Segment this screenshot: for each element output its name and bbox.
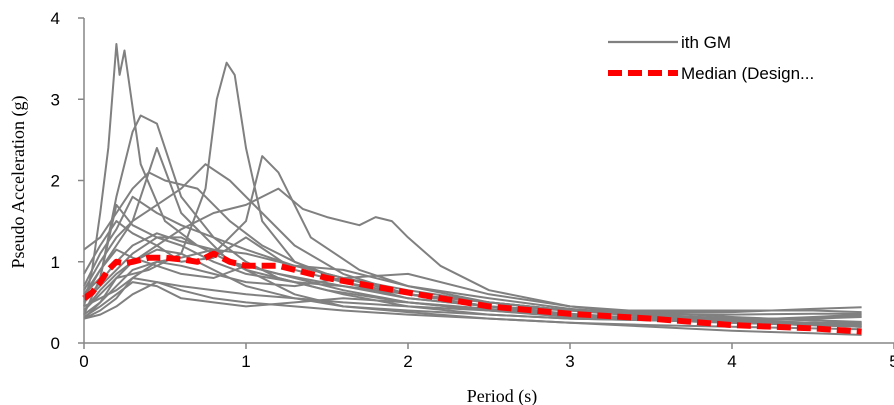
y-tick-label: 0 (51, 334, 60, 353)
gm-series-line (83, 232, 862, 320)
y-tick-label: 2 (51, 172, 60, 191)
gm-series-line (83, 260, 862, 323)
legend-label-median: Median (Design... (681, 64, 814, 83)
legend: ith GM Median (Design... (608, 33, 814, 83)
y-tick-label: 3 (51, 90, 60, 109)
x-tick-label: 4 (727, 352, 736, 371)
x-tick-label: 0 (79, 352, 88, 371)
gm-series-line (83, 43, 862, 322)
x-axis-label: Period (s) (467, 386, 538, 405)
tick-labels: 0 1 2 3 4 0 1 2 3 4 5 (51, 9, 894, 371)
axes (78, 17, 894, 349)
gm-series-line (83, 281, 862, 336)
x-tick-label: 3 (565, 352, 574, 371)
y-tick-label: 1 (51, 253, 60, 272)
x-tick-label: 1 (241, 352, 250, 371)
y-tick-label: 4 (51, 9, 60, 28)
y-axis-label: Pseudo Acceleration (g) (8, 96, 29, 269)
x-tick-label: 5 (889, 352, 894, 371)
x-tick-label: 2 (403, 352, 412, 371)
plot-lines (82, 43, 862, 336)
legend-label-gm: ith GM (681, 33, 731, 52)
median-series-line (82, 250, 862, 335)
